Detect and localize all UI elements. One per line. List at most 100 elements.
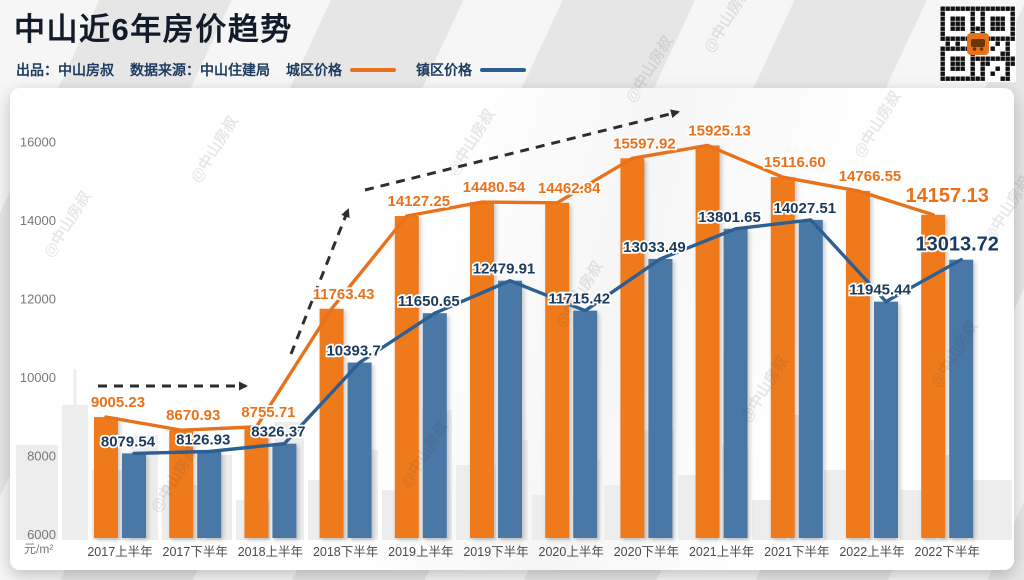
qr-logo-wheel xyxy=(979,47,984,51)
bar-urban-8 xyxy=(695,145,720,538)
value-label-town-4: 11650.65 xyxy=(398,293,460,310)
qr-module xyxy=(1010,16,1015,21)
value-label-urban-3: 11763.43 xyxy=(313,286,375,303)
qr-module xyxy=(1010,26,1015,31)
qr-logo-glyph xyxy=(971,39,985,47)
qr-module xyxy=(960,6,965,11)
qr-module xyxy=(1010,21,1015,26)
value-label-urban-5: 14480.54 xyxy=(463,179,526,196)
qr-module xyxy=(970,6,975,11)
qr-module xyxy=(980,76,985,81)
data-source: 数据来源：中山住建局 xyxy=(130,60,270,80)
page-title: 中山近6年房价趋势 xyxy=(14,12,293,47)
qr-module xyxy=(950,36,955,41)
qr-module xyxy=(955,41,960,46)
qr-module xyxy=(1000,56,1005,61)
x-tick-5: 2019下半年 xyxy=(463,545,528,559)
bar-urban-4 xyxy=(394,216,419,538)
value-label-urban-7: 15597.92 xyxy=(613,135,676,152)
qr-module xyxy=(950,46,955,51)
y-tick-8000: 8000 xyxy=(27,449,56,464)
qr-module xyxy=(940,16,945,21)
value-label-town-6: 11715.42 xyxy=(548,291,610,308)
qr-module xyxy=(985,56,990,61)
credit-value: 中山房叔 xyxy=(58,62,114,78)
value-label-urban-2: 8755.71 xyxy=(241,404,295,421)
qr-module xyxy=(960,36,965,41)
qr-module xyxy=(1005,66,1010,71)
x-axis: 2017上半年 2017下半年 2018上半年 2018下半年 2019上半年 2019下… xyxy=(87,545,980,559)
bar-urban-10 xyxy=(846,190,870,538)
bar-urban-3 xyxy=(319,308,344,538)
qr-module xyxy=(945,6,950,11)
qr-module xyxy=(990,36,995,41)
skyline-building xyxy=(16,445,58,540)
qr-module xyxy=(990,21,995,26)
legend: 城区价格 镇区价格 xyxy=(286,60,526,80)
y-tick-16000: 16000 xyxy=(20,135,56,150)
qr-module xyxy=(950,76,955,81)
qr-module xyxy=(940,26,945,31)
qr-module xyxy=(990,56,995,61)
qr-module xyxy=(940,11,945,16)
qr-module xyxy=(940,21,945,26)
qr-module xyxy=(940,76,945,81)
qr-module xyxy=(960,66,965,71)
legend-swatch-urban-line xyxy=(350,68,396,72)
bar-town-1 xyxy=(197,451,222,538)
qr-module xyxy=(945,46,950,51)
source-label: 数据来源： xyxy=(130,62,200,78)
value-label-town-9: 14027.51 xyxy=(774,200,837,217)
bar-town-4 xyxy=(422,313,447,538)
bar-urban-1 xyxy=(169,430,194,538)
qr-module xyxy=(990,46,995,51)
qr-module xyxy=(970,56,975,61)
qr-module xyxy=(995,56,1000,61)
qr-module xyxy=(955,36,960,41)
qr-module xyxy=(1010,36,1015,41)
qr-module xyxy=(940,51,945,56)
bar-town-3 xyxy=(347,362,372,538)
y-tick-10000: 10000 xyxy=(20,370,56,385)
qr-module xyxy=(1000,76,1005,81)
bar-town-0 xyxy=(122,453,146,538)
qr-module xyxy=(985,61,990,66)
trend-arrows xyxy=(98,109,680,391)
qr-module xyxy=(1005,51,1010,56)
value-label-town-11: 13013.72 xyxy=(915,234,998,256)
value-label-urban-8: 15925.13 xyxy=(688,122,751,139)
qr-module xyxy=(940,56,945,61)
bar-urban-0 xyxy=(94,417,118,538)
x-tick-10: 2022上半年 xyxy=(839,545,904,559)
skyline-building xyxy=(972,480,1012,540)
qr-module xyxy=(995,26,1000,31)
qr-module xyxy=(1000,21,1005,26)
qr-module xyxy=(1005,76,1010,81)
qr-module xyxy=(970,21,975,26)
line-town xyxy=(132,218,963,456)
qr-module xyxy=(945,41,950,46)
x-tick-7: 2020下半年 xyxy=(614,545,679,559)
qr-module xyxy=(995,16,1000,21)
x-tick-4: 2019上半年 xyxy=(388,545,453,559)
qr-module xyxy=(1000,26,1005,31)
bar-town-5 xyxy=(498,280,522,538)
value-label-town-10: 11945.44 xyxy=(849,282,911,299)
qr-module xyxy=(955,26,960,31)
qr-module xyxy=(950,21,955,26)
qr-module xyxy=(980,71,985,76)
bar-urban-6 xyxy=(545,202,570,538)
credit-label: 出品： xyxy=(16,62,58,78)
qr-module xyxy=(940,31,945,36)
qr-module xyxy=(1000,51,1005,56)
value-label-town-7: 13033.49 xyxy=(623,239,686,256)
qr-module xyxy=(970,66,975,71)
qr-module xyxy=(970,76,975,81)
y-axis: 6000 8000 10000 12000 14000 16000 xyxy=(20,135,56,543)
x-tick-11: 2022下半年 xyxy=(915,545,980,559)
x-tick-8: 2021上半年 xyxy=(689,545,754,559)
value-label-town-1: 8126.93 xyxy=(176,432,230,449)
qr-module xyxy=(980,26,985,31)
qr-module xyxy=(995,66,1000,71)
qr-module xyxy=(1000,36,1005,41)
